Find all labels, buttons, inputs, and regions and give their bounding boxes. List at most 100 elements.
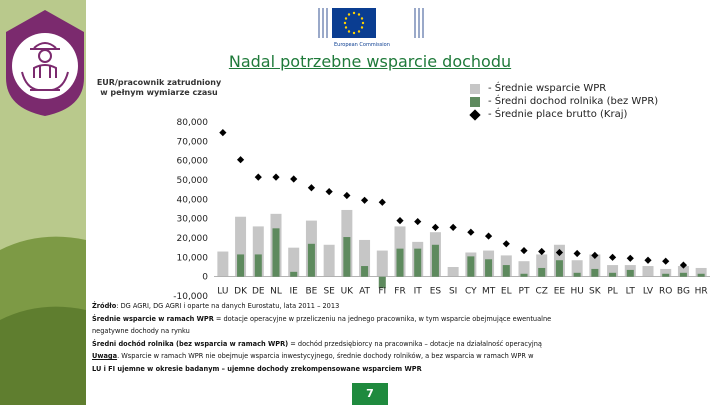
marker-place-cy — [467, 228, 475, 236]
bar-wpr-cz — [536, 254, 548, 277]
marker-place-lv — [644, 256, 652, 264]
legend-label-place: - Średnie place brutto (Kraj) — [488, 109, 628, 120]
x-tick-label: RO — [659, 287, 672, 297]
marker-place-it — [414, 217, 422, 226]
bar-dochod-cz — [538, 267, 546, 277]
x-tick-label: DK — [234, 287, 248, 297]
farmer-icon — [6, 10, 84, 116]
x-tick-label: IE — [290, 287, 299, 297]
marker-place-nl — [272, 173, 280, 181]
x-tick-label: FR — [394, 287, 405, 297]
marker-place-fr — [396, 217, 404, 225]
y-tick-label: 20,000 — [177, 234, 209, 244]
bar-wpr-sk — [589, 254, 601, 277]
marker-place-bg — [679, 261, 688, 269]
marker-place-de — [254, 173, 262, 181]
page-number: 7 — [352, 383, 388, 405]
bar-dochod-de — [254, 254, 262, 277]
marker-place-ee — [555, 248, 564, 257]
source-label: Źródło — [92, 302, 117, 310]
x-tick-label: HU — [570, 287, 583, 297]
marker-place-pt — [520, 246, 528, 255]
legend-item-place: - Średnie place brutto (Kraj) — [469, 108, 658, 121]
bar-wpr-at — [359, 239, 371, 277]
bar-dochod-pt — [520, 273, 528, 277]
bar-dochod-dk — [237, 254, 245, 277]
bar-dochod-el — [502, 265, 510, 277]
marker-place-mt — [484, 232, 493, 240]
x-tick-label: LU — [217, 287, 228, 297]
bar-dochod-ee — [555, 260, 563, 277]
x-tick-label: PT — [519, 287, 530, 297]
income-definition-label: Średni dochód rolnika (bez wsparcia w ra… — [92, 339, 289, 348]
x-tick-label: LT — [626, 287, 636, 297]
legend-swatch-dochod — [470, 96, 480, 107]
marker-place-se — [325, 188, 333, 196]
legend-label-dochod: - Średni dochod rolnika (bez WPR) — [488, 96, 659, 107]
x-tick-label: FI — [378, 287, 386, 297]
x-tick-label: EL — [501, 287, 512, 297]
x-tick-label: UK — [341, 287, 355, 297]
marker-place-fi — [378, 198, 386, 206]
marker-place-ie — [290, 175, 298, 183]
x-tick-label: SI — [449, 287, 457, 297]
marker-place-lt — [626, 254, 634, 262]
y-tick-label: 40,000 — [177, 195, 209, 205]
marker-place-si — [449, 223, 457, 231]
bar-wpr-ie — [288, 247, 300, 277]
bar-dochod-es — [431, 244, 439, 277]
y-axis-label: EUR/pracownik zatrudniony w pełnym wymia… — [96, 78, 222, 97]
source-notes: Źródło: DG AGRI, DG AGRI i oparte na dan… — [92, 300, 652, 375]
bar-wpr-lv — [642, 266, 654, 277]
marker-place-uk — [343, 191, 351, 200]
content-panel — [86, 0, 720, 405]
bar-dochod-ie — [290, 271, 298, 277]
source-line-2: Średnie wsparcie w ramach WPR = dotacje … — [92, 313, 652, 326]
source-line-3: negatywne dochody na rynku — [92, 327, 190, 335]
y-tick-label: 30,000 — [177, 215, 209, 225]
bar-dochod-nl — [272, 228, 280, 277]
x-tick-label: CZ — [535, 287, 547, 297]
bar-dochod-ro — [662, 273, 670, 277]
marker-place-dk — [236, 156, 245, 164]
source-text: : DG AGRI, DG AGRI i oparte na danych Eu… — [116, 302, 340, 310]
wpr-definition-label: Średnie wsparcie w ramach WPR — [92, 314, 214, 323]
marker-place-lu — [219, 129, 227, 137]
x-tick-label: BG — [677, 287, 690, 297]
x-tick-label: NL — [270, 287, 282, 297]
bar-wpr-de — [252, 226, 264, 277]
x-tick-label: CY — [465, 287, 477, 297]
legend-swatch-wpr — [470, 83, 480, 94]
x-tick-label: IT — [414, 287, 423, 297]
marker-place-ro — [662, 257, 670, 265]
x-tick-label: DE — [252, 287, 265, 297]
x-tick-label: ES — [430, 287, 442, 297]
y-tick-label: 0 — [202, 273, 208, 283]
eu-logo — [318, 6, 428, 40]
source-line-1: Źródło: DG AGRI, DG AGRI i oparte na dan… — [92, 300, 652, 313]
wpr-definition-text: = dotacje operacyjne w przeliczeniu na j… — [213, 314, 552, 323]
bar-dochod-fr — [396, 248, 404, 277]
marker-place-pl — [608, 253, 617, 261]
income-definition-text: = dochód przedsiębiorcy na pracownika – … — [288, 339, 542, 348]
y-tick-label: 10,000 — [177, 253, 209, 263]
bar-wpr-fi — [376, 250, 388, 277]
chart-legend: - Średnie wsparcie WPR - Średni dochod r… — [469, 82, 658, 121]
bar-chart: 80,000 70,000 60,000 50,000 40,000 30,000 20,0… — [173, 118, 710, 302]
bar-wpr-lu — [217, 251, 229, 277]
marker-place-be — [307, 184, 316, 192]
x-tick-label: SE — [323, 287, 335, 297]
bar-wpr-se — [323, 244, 335, 277]
bar-dochod-mt — [485, 259, 493, 277]
bar-dochod-cy — [467, 256, 475, 277]
marker-place-el — [502, 240, 510, 248]
bar-dochod-be — [307, 243, 315, 277]
note-text: . Wsparcie w ramach WPR nie obejmuje wsp… — [117, 352, 534, 360]
x-tick-label: MT — [482, 287, 496, 297]
legend-item-dochod: - Średni dochod rolnika (bez WPR) — [470, 95, 658, 108]
x-tick-label: LV — [643, 287, 654, 297]
y-tick-label: 70,000 — [177, 137, 209, 147]
x-tick-label: SK — [589, 287, 602, 297]
y-tick-label: -10,000 — [173, 292, 208, 302]
bar-dochod-sk — [591, 268, 599, 277]
